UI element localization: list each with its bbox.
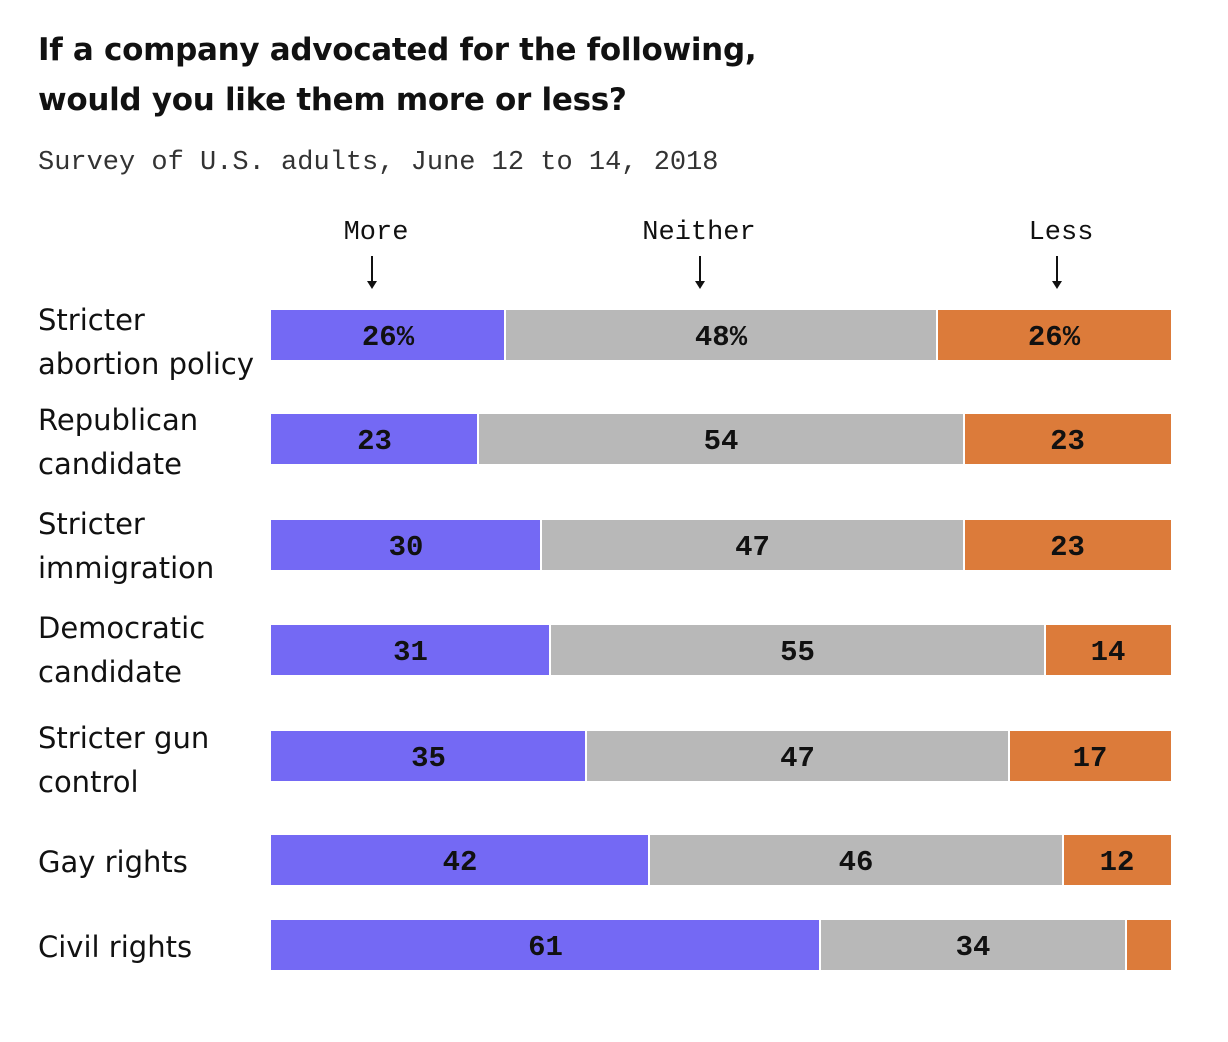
bar-value-label: 47 [780, 742, 815, 775]
bar-segment-more [271, 731, 586, 781]
segment-divider [1008, 731, 1010, 781]
bar-value-label: 12 [1100, 846, 1135, 879]
segment-divider [1044, 625, 1046, 675]
bar-segment-less [1126, 920, 1171, 970]
segment-divider [540, 520, 542, 570]
down-arrow-icon [367, 256, 377, 289]
chart-title-line-2: would you like them more or less? [38, 82, 627, 118]
category-label-line: abortion policy [38, 347, 254, 381]
segment-divider [585, 731, 587, 781]
bar-value-label: 14 [1091, 636, 1126, 669]
bar-value-label: 55 [780, 636, 815, 669]
bar-value-label: 17 [1073, 742, 1108, 775]
segment-divider [963, 520, 965, 570]
bar-segment-neither [541, 520, 964, 570]
bar-segment-less [1045, 625, 1171, 675]
category-label-line: Republican [38, 403, 199, 437]
category-label-line: control [38, 765, 139, 799]
category-label-line: immigration [38, 551, 215, 585]
bar-value-label: 23 [357, 425, 392, 458]
category-label: Stricter gun control [38, 716, 263, 804]
bar-segment-neither [478, 414, 964, 464]
bar-segment-more [271, 835, 649, 885]
bar-segment-less [964, 414, 1171, 464]
category-label-line: Stricter [38, 303, 145, 337]
legend-neither: Neither [642, 218, 756, 248]
bar-segment-more [271, 920, 820, 970]
bar-value-label: 35 [411, 742, 446, 775]
category-label: Democratic candidate [38, 606, 263, 694]
bar-segment-less [964, 520, 1171, 570]
category-label: Stricter abortion policy [38, 298, 263, 386]
bar-segment-neither [649, 835, 1063, 885]
chart-title-line-1: If a company advocated for the following… [38, 32, 757, 68]
bar-segment-neither [505, 310, 937, 360]
bar-segment-neither [550, 625, 1045, 675]
bar-segment-less [937, 310, 1171, 360]
segment-divider [549, 625, 551, 675]
bar-segment-less [1063, 835, 1171, 885]
category-label-line: Democratic [38, 611, 206, 645]
bar-value-label: 34 [956, 931, 991, 964]
bar-segment-neither [586, 731, 1009, 781]
bar-segment-neither [820, 920, 1126, 970]
segment-divider [1062, 835, 1064, 885]
category-label: Republican candidate [38, 398, 263, 486]
bar-value-label: 47 [735, 531, 770, 564]
segment-divider [504, 310, 506, 360]
category-label-line: candidate [38, 447, 182, 481]
bar-value-label: 48% [695, 321, 748, 354]
bar-value-label: 61 [528, 931, 563, 964]
segment-divider [477, 414, 479, 464]
category-label: Gay rights [38, 840, 263, 884]
chart-subtitle: Survey of U.S. adults, June 12 to 14, 20… [38, 148, 719, 178]
category-label: Stricter immigration [38, 502, 263, 590]
bar-value-label: 46 [839, 846, 874, 879]
bar-segment-less [1009, 731, 1171, 781]
segment-divider [1125, 920, 1127, 970]
bar-value-label: 26% [362, 321, 415, 354]
bar-value-label: 54 [704, 425, 739, 458]
segment-divider [819, 920, 821, 970]
segment-divider [936, 310, 938, 360]
bar-value-label: 30 [389, 531, 424, 564]
segment-divider [648, 835, 650, 885]
category-label: Civil rights [38, 925, 263, 969]
bar-value-label: 42 [443, 846, 478, 879]
category-label-line: Stricter [38, 507, 145, 541]
bar-segment-more [271, 520, 541, 570]
bar-value-label: 31 [393, 636, 428, 669]
bar-value-label: 23 [1050, 425, 1085, 458]
bar-segment-more [271, 310, 505, 360]
down-arrow-icon [1052, 256, 1062, 289]
bar-segment-more [271, 625, 550, 675]
category-label-line: Gay rights [38, 845, 188, 879]
category-label-line: candidate [38, 655, 182, 689]
legend-less: Less [1028, 218, 1094, 248]
bar-value-label: 26% [1028, 321, 1081, 354]
category-label-line: Stricter gun [38, 721, 210, 755]
down-arrow-icon [695, 256, 705, 289]
legend-more: More [343, 218, 409, 248]
segment-divider [963, 414, 965, 464]
bar-segment-more [271, 414, 478, 464]
category-label-line: Civil rights [38, 930, 193, 964]
bar-value-label: 23 [1050, 531, 1085, 564]
